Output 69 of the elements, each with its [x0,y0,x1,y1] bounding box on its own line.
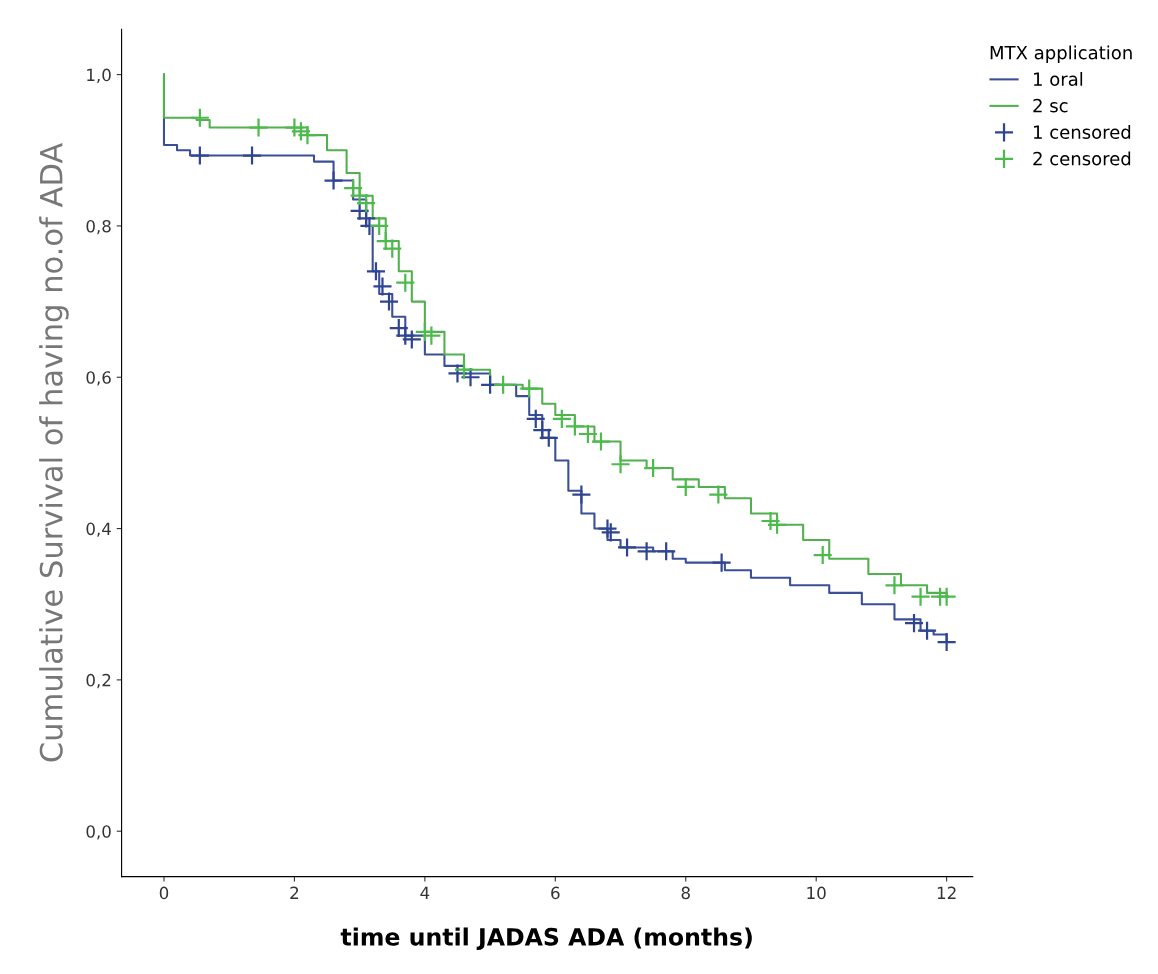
point [551,408,572,429]
point [290,121,312,142]
point [610,454,631,475]
legend-label: 1 censored [1034,124,1131,139]
y-tick-label: 0,8 [86,219,111,235]
point [453,359,475,380]
point [616,537,638,558]
point [936,586,957,607]
point [349,185,370,206]
point [323,170,344,191]
x-tick-label: 2 [290,886,299,899]
point [884,575,905,596]
point [525,408,546,429]
point [564,416,586,437]
point [372,276,393,297]
y-tick-label: 0,6 [86,371,111,386]
x-tick-label: 6 [551,886,560,900]
y-tick-label: 0,4 [86,522,111,537]
point [538,427,559,448]
point [577,423,599,445]
legend-label: 2 censored [1033,151,1131,166]
x-axis-title: time until JADAS ADA (months) [340,927,752,951]
point [571,484,592,505]
point [519,378,540,399]
point [708,484,729,505]
point [492,374,514,395]
x-tick-label: 4 [420,886,430,899]
point [189,145,210,166]
point [189,107,210,128]
y-axis-title: Cumulative Survival of having no.of ADA [39,142,69,762]
point [643,457,664,479]
y-tick-label: 1,0 [87,68,111,83]
point [297,125,318,146]
legend-label: 1 oral [1034,71,1083,86]
point [656,541,677,562]
point [636,541,657,562]
point [395,325,416,346]
point [675,476,696,498]
point [447,363,468,384]
point [421,325,442,346]
point [401,329,422,350]
point [356,193,377,214]
point [248,117,269,138]
point [395,272,416,293]
x-tick-label: 10 [807,886,826,900]
y-tick-label: 0,2 [86,673,111,689]
point [711,552,732,573]
point [903,613,925,634]
point [460,367,481,388]
point [365,261,387,282]
point [590,431,612,452]
point [760,510,781,532]
x-tick-label: 8 [681,886,690,900]
point [766,514,788,535]
point [910,586,931,607]
y-tick-label: 0,0 [86,825,111,840]
legend-title: MTX application [990,45,1132,63]
point [369,215,390,237]
point [936,631,957,653]
point [378,291,400,312]
x-tick-label: 0 [159,886,169,900]
legend-label: 2 sc [1033,98,1068,113]
point [382,238,403,259]
point [284,117,305,138]
x-tick-label: 12 [937,886,956,899]
point [812,544,833,566]
point [916,620,938,641]
point [414,321,435,342]
point [241,145,263,166]
